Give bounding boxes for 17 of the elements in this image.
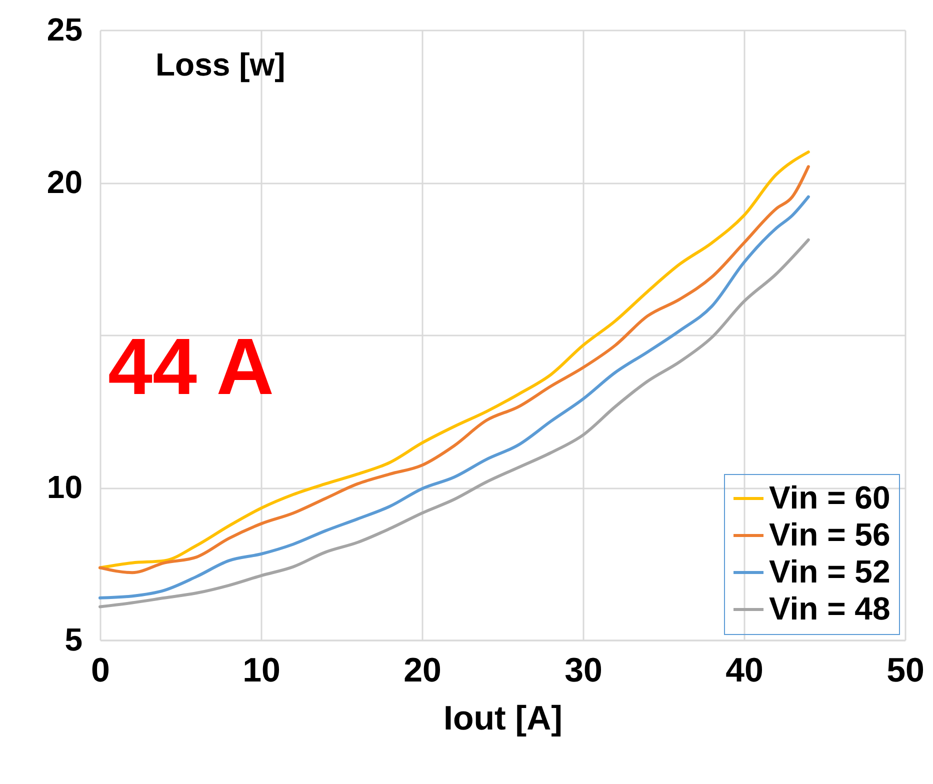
y-tick-label: 5 <box>64 622 82 658</box>
y-tick-label: 25 <box>46 12 82 48</box>
y-tick-label: 20 <box>46 164 82 200</box>
x-tick-label: 40 <box>726 652 764 690</box>
legend-label: Vin = 60 <box>769 480 890 516</box>
y-tick-label: 10 <box>46 469 82 505</box>
legend-label: Vin = 52 <box>769 554 890 590</box>
legend-label: Vin = 48 <box>769 590 890 626</box>
x-axis-title: Iout [A] <box>444 700 562 738</box>
x-tick-label: 10 <box>242 652 280 690</box>
x-tick-label: 30 <box>564 652 602 690</box>
annotation: 44 A <box>108 322 274 411</box>
x-tick-label: 50 <box>886 652 924 690</box>
y-axis-title: Loss [w] <box>156 46 286 82</box>
x-tick-label: 0 <box>91 652 110 690</box>
legend-label: Vin = 56 <box>769 516 890 552</box>
x-tick-label: 20 <box>404 652 442 690</box>
